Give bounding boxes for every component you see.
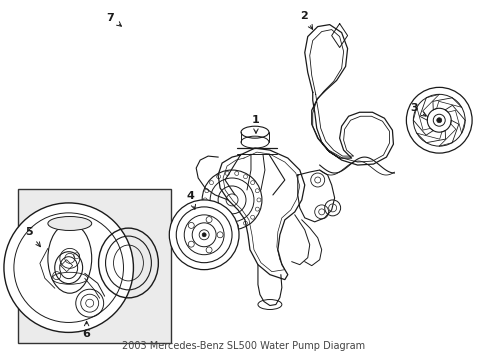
Ellipse shape [48, 216, 92, 230]
Text: 4: 4 [186, 191, 195, 209]
Text: 7: 7 [106, 13, 121, 26]
Text: 5: 5 [25, 227, 41, 247]
Circle shape [4, 203, 133, 332]
Text: 1: 1 [252, 115, 259, 133]
Bar [18, 189, 171, 343]
Text: 6: 6 [82, 321, 90, 339]
Text: 2003 Mercedes-Benz SL500 Water Pump Diagram: 2003 Mercedes-Benz SL500 Water Pump Diag… [122, 341, 365, 351]
Circle shape [436, 118, 441, 123]
Text: 2: 2 [299, 11, 312, 29]
Text: 3: 3 [410, 103, 425, 116]
Circle shape [169, 200, 239, 270]
Circle shape [202, 233, 206, 237]
